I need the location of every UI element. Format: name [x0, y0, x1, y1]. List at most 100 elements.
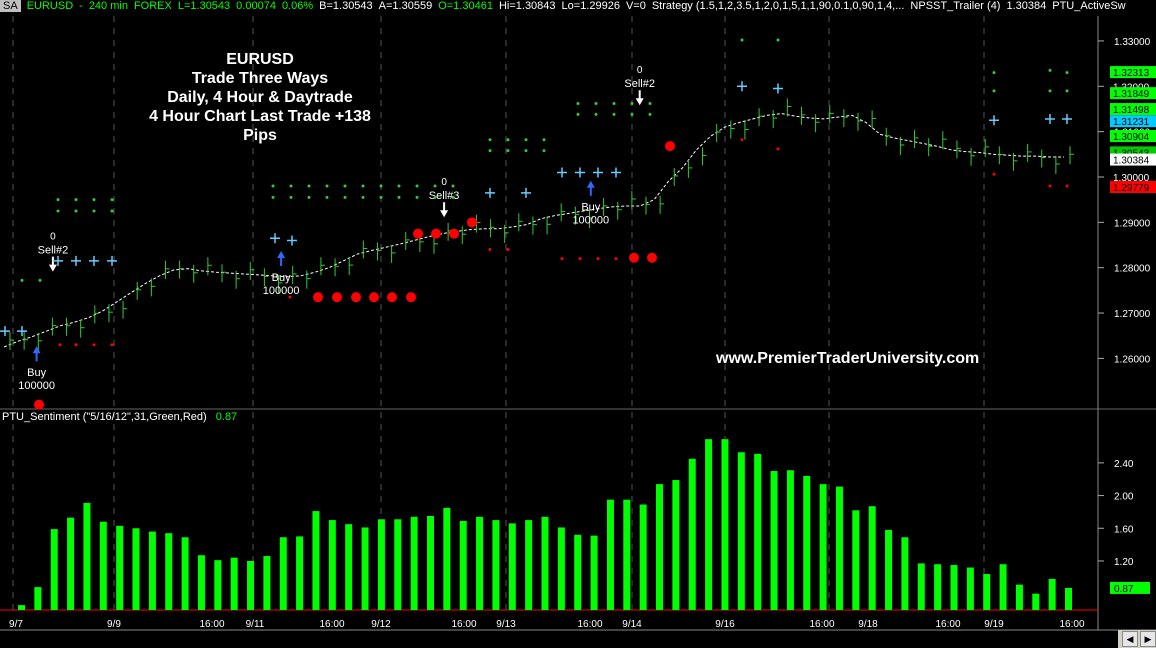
stop-tick-dot	[560, 257, 564, 261]
stop-tick-dot	[488, 248, 492, 252]
plus-marker-icon	[53, 255, 63, 266]
plus-marker-icon	[557, 167, 567, 178]
target-dot	[110, 198, 114, 202]
target-dot	[289, 184, 293, 188]
active-swing-label: PTU_ActiveSw	[1052, 0, 1126, 12]
stop-dot	[351, 292, 361, 303]
sell-marker-label: Sell#2	[38, 245, 69, 257]
price-label-text: 1.31849	[1113, 89, 1150, 100]
sentiment-bar	[99, 521, 107, 610]
plus-marker-icon	[485, 187, 495, 198]
target-dot	[992, 71, 996, 75]
plus-marker-icon	[287, 235, 297, 246]
stop-dot	[387, 292, 397, 303]
sentiment-bar	[885, 529, 893, 610]
stop-tick-dot	[596, 257, 600, 261]
target-dot	[92, 209, 96, 213]
price-label-box	[1110, 115, 1156, 128]
time-tick-label: 16:00	[935, 619, 960, 630]
target-dot	[397, 184, 401, 188]
buy-marker-qty: 100000	[263, 285, 300, 297]
sentiment-bar	[705, 439, 713, 610]
sentiment-bar	[770, 471, 778, 610]
target-dot	[506, 149, 510, 153]
sentiment-bar	[525, 520, 533, 610]
price-label-text: 1.30000	[1113, 173, 1150, 184]
price-label-box	[1110, 129, 1156, 142]
target-dot	[612, 102, 616, 106]
target-dot	[433, 195, 437, 199]
sell-marker-qty: 0	[50, 232, 56, 243]
trailing-stop-line	[3, 112, 1064, 348]
price-label-text: 1.30384	[1113, 156, 1150, 167]
buy-arrow-icon	[277, 251, 286, 267]
chart-header: SA EURUSD -240 min FOREX L=1.30543 0.00074 0.0…	[0, 0, 1132, 16]
plus-marker-icon	[593, 167, 603, 178]
target-dot	[110, 209, 114, 213]
sa-badge[interactable]: SA	[0, 0, 21, 12]
sentiment-bar	[1048, 578, 1056, 610]
sentiment-bar	[459, 520, 467, 610]
target-dot	[1065, 89, 1069, 93]
target-dot	[379, 195, 383, 199]
target-dot	[289, 195, 293, 199]
sentiment-bar	[34, 587, 42, 610]
sentiment-tick-label: 2.40	[1114, 459, 1134, 470]
scroll-left-icon[interactable]: ◀	[1122, 631, 1138, 647]
price-label-text: 1.32313	[1113, 68, 1150, 79]
sentiment-bar	[656, 484, 664, 610]
time-tick-label: 16:00	[319, 619, 344, 630]
change-value: 0.00074	[236, 0, 276, 12]
target-dot	[92, 198, 96, 202]
buy-marker-label: Buy	[27, 367, 46, 379]
target-dot	[74, 198, 78, 202]
time-tick-label: 16:00	[1059, 619, 1084, 630]
target-dot	[594, 102, 598, 106]
sentiment-value: 0.87	[215, 411, 238, 423]
horizontal-scrollbar[interactable]: ◀ ▶	[1118, 630, 1156, 648]
target-dot	[630, 102, 634, 106]
plus-marker-icon	[521, 187, 531, 198]
price-tick-label: 1.33000	[1114, 37, 1151, 48]
price-label-box	[1110, 87, 1156, 100]
target-dot	[612, 112, 616, 116]
sentiment-bar	[476, 516, 484, 610]
sentiment-bar	[230, 557, 238, 610]
time-tick-label: 9/14	[622, 619, 642, 630]
sentiment-bar	[983, 574, 991, 610]
target-dot	[415, 195, 419, 199]
stop-tick-dot	[92, 343, 96, 347]
sentiment-bar	[786, 470, 794, 610]
target-dot	[307, 195, 311, 199]
stop-dot	[406, 292, 416, 303]
sentiment-bar	[1032, 593, 1040, 610]
time-tick-label: 16:00	[451, 619, 476, 630]
target-dot	[361, 195, 365, 199]
sentiment-bar	[394, 519, 402, 610]
sentiment-bar	[361, 527, 369, 610]
sentiment-bar	[296, 536, 304, 610]
stop-dot	[629, 252, 639, 263]
sell-arrow-icon	[440, 202, 449, 218]
sentiment-bar	[50, 529, 58, 610]
stop-tick-dot	[1065, 184, 1069, 188]
sentiment-bar	[574, 534, 582, 610]
price-label-box	[1110, 103, 1156, 116]
sentiment-bar	[508, 523, 516, 610]
target-dot	[433, 184, 437, 188]
sentiment-bar	[901, 537, 909, 610]
stop-dot	[34, 399, 44, 410]
stop-tick-dot	[288, 295, 292, 299]
sentiment-bar	[541, 516, 549, 610]
sentiment-bar	[819, 484, 827, 610]
scroll-right-icon[interactable]: ▶	[1140, 631, 1156, 647]
sentiment-bar	[443, 507, 451, 610]
price-label-box	[1110, 170, 1156, 183]
plus-marker-icon	[1045, 113, 1055, 124]
sentiment-bar	[83, 502, 91, 610]
plus-marker-icon	[71, 255, 81, 266]
stop-tick-dot	[614, 257, 618, 261]
target-dot	[451, 195, 455, 199]
time-tick-label: 16:00	[199, 619, 224, 630]
target-dot	[325, 195, 329, 199]
